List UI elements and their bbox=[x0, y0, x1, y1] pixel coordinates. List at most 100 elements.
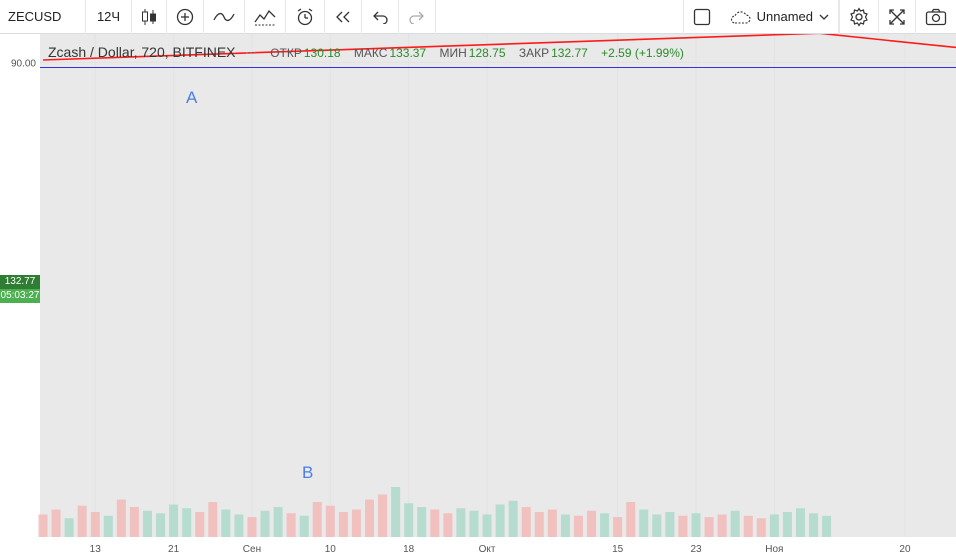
legend-open-value: 130.18 bbox=[303, 46, 341, 60]
volume-bar bbox=[116, 499, 126, 537]
indicators-button[interactable] bbox=[245, 0, 286, 34]
volume-bar bbox=[351, 509, 361, 537]
price-chart[interactable]: 90.00100.00110.00120.00130.00140.00150.0… bbox=[0, 34, 956, 557]
volume-bar bbox=[286, 513, 296, 537]
volume-bar bbox=[365, 499, 374, 537]
volume-bar bbox=[613, 517, 623, 537]
x-tick-label: 10 bbox=[325, 544, 337, 555]
volume-bar bbox=[573, 515, 583, 537]
legend-high-label: МАКС bbox=[353, 46, 388, 60]
settings-button[interactable] bbox=[839, 0, 878, 34]
grid bbox=[40, 34, 956, 537]
volume-bar bbox=[156, 513, 166, 537]
last-price-tag: 132.77 bbox=[0, 275, 40, 289]
volume-bar bbox=[534, 512, 544, 537]
camera-icon bbox=[925, 8, 947, 25]
chart-type-button[interactable] bbox=[132, 0, 167, 34]
snapshot-button[interactable] bbox=[915, 0, 956, 34]
add-indicator-button[interactable] bbox=[167, 0, 204, 34]
volume-bar bbox=[756, 518, 766, 537]
volume-bar bbox=[665, 512, 675, 537]
x-tick-label: Сен bbox=[243, 544, 261, 555]
volume-bar bbox=[51, 509, 61, 537]
symbol-search-button[interactable]: ZECUSD bbox=[0, 0, 86, 34]
volume-bar bbox=[378, 494, 388, 537]
volume-bar bbox=[769, 514, 779, 537]
volume-bar bbox=[600, 513, 610, 537]
legend-symbol: Zcash / Dollar, 720, BITFINEX bbox=[48, 44, 236, 60]
legend-open-label: ОТКР bbox=[270, 46, 302, 60]
legend-low-label: МИН bbox=[439, 46, 467, 60]
legend-menu-icon[interactable]: ⋯ bbox=[244, 46, 257, 60]
gear-icon bbox=[850, 6, 868, 27]
volume-bar bbox=[678, 515, 688, 537]
volume-bar bbox=[782, 512, 792, 537]
volume-bar bbox=[691, 513, 701, 537]
volume-bar bbox=[90, 512, 100, 537]
volume-bar bbox=[469, 510, 479, 537]
interval-button[interactable]: 12Ч bbox=[86, 0, 132, 34]
select-checkbox[interactable] bbox=[682, 0, 720, 34]
legend-close-label: ЗАКР bbox=[518, 46, 550, 60]
compare-icon bbox=[213, 12, 235, 21]
x-tick-label: 21 bbox=[168, 544, 180, 555]
chart-legend: Zcash / Dollar, 720, BITFINEX ⋯ ОТКР 130.… bbox=[48, 44, 684, 60]
alert-button[interactable] bbox=[286, 0, 325, 34]
x-tick-label: Ноя bbox=[765, 544, 783, 555]
compare-button[interactable] bbox=[204, 0, 245, 34]
volume-bar bbox=[391, 487, 401, 537]
replay-button[interactable] bbox=[325, 0, 362, 34]
horizontal-levels bbox=[40, 67, 956, 68]
symbol-label: ZECUSD bbox=[8, 9, 62, 24]
legend-low-value: 128.75 bbox=[468, 46, 506, 60]
alert-icon bbox=[297, 7, 313, 25]
volume-bar bbox=[129, 507, 139, 537]
undo-button[interactable] bbox=[362, 0, 399, 34]
layout-menu-button[interactable]: Unnamed bbox=[720, 0, 839, 34]
volume-bar bbox=[652, 514, 662, 537]
x-tick-label: 18 bbox=[403, 544, 415, 555]
plot-background bbox=[40, 34, 956, 537]
top-toolbar: ZECUSD 12Ч Unnamed bbox=[0, 0, 956, 34]
volume-bars bbox=[38, 487, 832, 537]
legend-high-value: 133.37 bbox=[389, 46, 427, 60]
layout-name: Unnamed bbox=[756, 9, 813, 24]
last-price-value: 132.77 bbox=[4, 276, 36, 287]
annotation-a[interactable]: A bbox=[186, 88, 198, 107]
volume-bar bbox=[717, 514, 727, 537]
volume-bar bbox=[730, 510, 740, 537]
redo-button[interactable] bbox=[399, 0, 436, 34]
volume-bar bbox=[443, 513, 453, 537]
volume-bar bbox=[182, 508, 192, 537]
x-tick-label: 13 bbox=[90, 544, 102, 555]
candles-icon bbox=[142, 8, 156, 25]
trend-lines bbox=[42, 34, 956, 61]
volume-bar bbox=[312, 502, 322, 537]
volume-bar bbox=[299, 515, 309, 537]
indicators-icon bbox=[254, 9, 276, 25]
volume-bar bbox=[560, 514, 570, 537]
volume-bar bbox=[508, 500, 518, 537]
chevron-down-icon bbox=[819, 14, 829, 20]
volume-bar bbox=[430, 509, 440, 537]
volume-bar bbox=[547, 509, 557, 537]
annotation-b[interactable]: B bbox=[302, 463, 314, 482]
x-tick-label: 23 bbox=[690, 544, 702, 555]
volume-bar bbox=[247, 517, 257, 537]
volume-bar bbox=[639, 509, 649, 537]
volume-bar bbox=[208, 502, 218, 537]
volume-bar bbox=[169, 504, 179, 537]
volume-bar bbox=[743, 515, 753, 537]
add-indicator-icon bbox=[176, 8, 194, 25]
volume-bar bbox=[795, 508, 805, 537]
y-axis: 90.00100.00110.00120.00130.00140.00150.0… bbox=[11, 59, 36, 70]
x-axis-background bbox=[0, 537, 956, 557]
volume-bar bbox=[142, 510, 152, 537]
legend-change: +2.59 (+1.99%) bbox=[601, 46, 684, 60]
undo-icon bbox=[373, 11, 388, 24]
volume-bar bbox=[195, 512, 205, 537]
fullscreen-button[interactable] bbox=[878, 0, 915, 34]
volume-bar bbox=[260, 510, 270, 537]
replay-icon bbox=[336, 11, 350, 22]
volume-bar bbox=[417, 507, 427, 537]
